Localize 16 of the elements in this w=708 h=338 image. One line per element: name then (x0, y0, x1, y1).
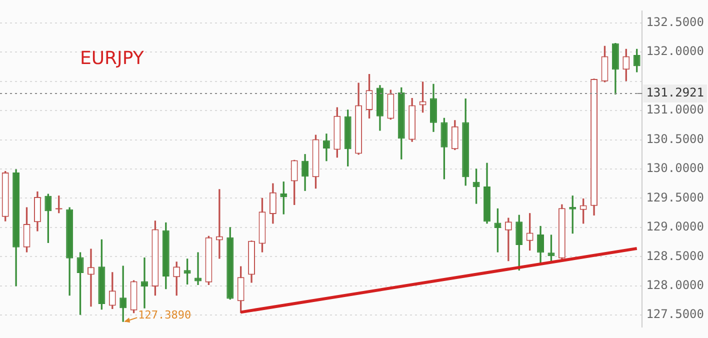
candlestick (88, 248, 94, 307)
y-tick-label: 131.0000 (646, 102, 704, 117)
candlestick (194, 252, 202, 286)
annotation: 127.3890 (138, 308, 192, 322)
ref-line-label: 131.2921 (646, 86, 704, 100)
y-tick-label: 128.0000 (646, 278, 704, 292)
y-tick-label: 130.5000 (646, 132, 704, 146)
y-tick-label: 132.5000 (646, 15, 704, 30)
y-tick-label: 129.0000 (646, 220, 704, 234)
y-tick-label: 129.5000 (646, 190, 704, 204)
y-tick-label: 127.5000 (646, 307, 704, 322)
y-tick-label: 130.0000 (646, 161, 704, 176)
candlestick (141, 258, 148, 308)
y-tick-label: 128.5000 (646, 248, 704, 263)
y-tick-label: 132.0000 (646, 44, 704, 58)
text: EURJPY (80, 48, 144, 69)
